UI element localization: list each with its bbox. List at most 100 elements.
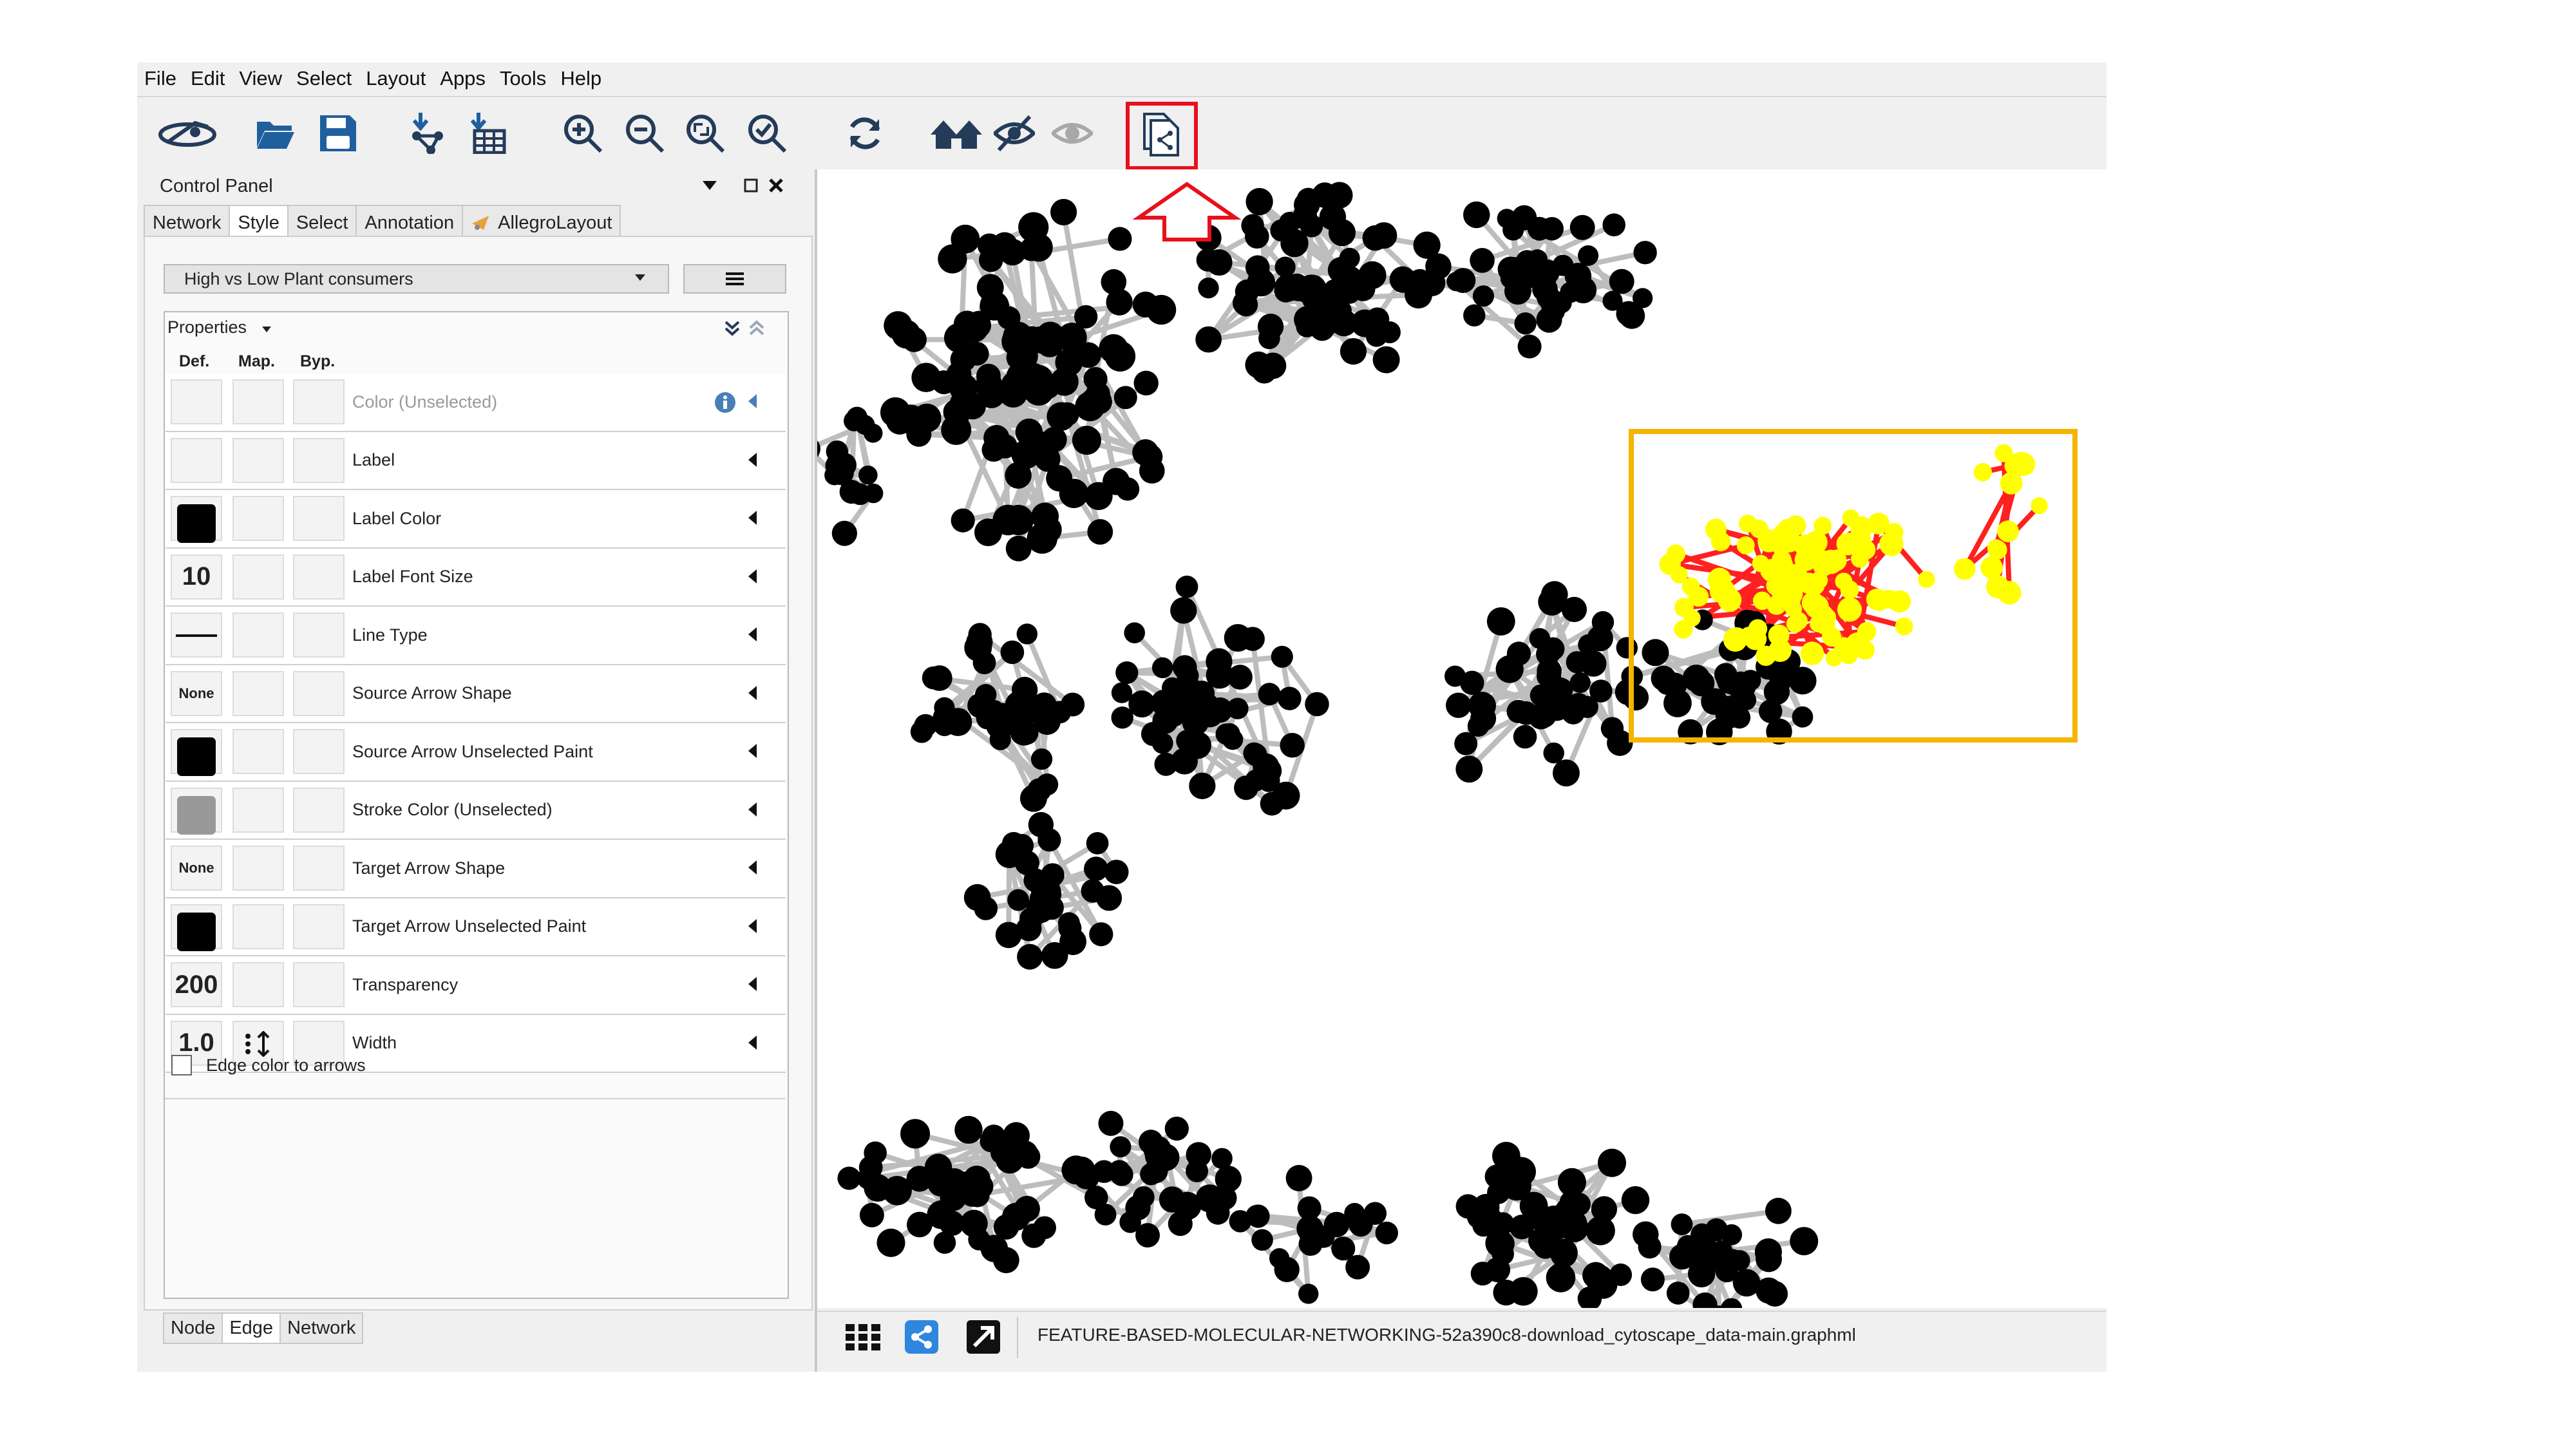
default-cell[interactable] xyxy=(171,904,222,951)
expand-row-icon[interactable] xyxy=(748,511,757,525)
default-cell[interactable] xyxy=(171,612,222,658)
property-row[interactable]: 10 Label Font Size xyxy=(166,548,786,607)
network-node[interactable] xyxy=(1229,1209,1252,1233)
expand-row-icon[interactable] xyxy=(748,860,757,875)
network-node[interactable] xyxy=(1756,1245,1782,1273)
mapping-cell[interactable] xyxy=(232,437,284,483)
network-node[interactable] xyxy=(1454,732,1478,755)
network-node[interactable] xyxy=(1569,214,1595,240)
network-node[interactable] xyxy=(864,1141,887,1165)
network-node[interactable] xyxy=(1280,733,1305,758)
menu-help[interactable]: Help xyxy=(560,67,602,90)
info-icon[interactable] xyxy=(714,392,736,413)
network-node[interactable] xyxy=(884,311,913,340)
network-node[interactable] xyxy=(1609,269,1634,294)
network-node[interactable] xyxy=(1285,1164,1312,1191)
menu-apps[interactable]: Apps xyxy=(440,67,486,90)
network-node[interactable] xyxy=(1557,1168,1586,1197)
network-node[interactable] xyxy=(1003,504,1034,536)
network-node[interactable] xyxy=(1132,291,1159,317)
default-cell[interactable]: None xyxy=(171,846,222,891)
network-node[interactable] xyxy=(1543,742,1564,764)
menu-select[interactable]: Select xyxy=(296,67,352,90)
share-network-icon[interactable] xyxy=(905,1320,938,1354)
network-node[interactable] xyxy=(1602,290,1623,311)
property-row[interactable]: None Source Arrow Shape xyxy=(166,665,786,723)
network-node[interactable] xyxy=(837,1166,861,1190)
network-node[interactable] xyxy=(1154,752,1178,776)
network-node[interactable] xyxy=(1175,575,1198,598)
tab-edge[interactable]: Edge xyxy=(222,1312,281,1344)
network-node[interactable] xyxy=(1111,682,1133,703)
network-node[interactable] xyxy=(1413,231,1441,259)
network-node[interactable] xyxy=(1141,721,1166,746)
network-node[interactable] xyxy=(1017,370,1044,397)
network-node[interactable] xyxy=(1227,665,1253,690)
style-options-button[interactable] xyxy=(683,264,786,294)
network-node[interactable] xyxy=(1783,564,1805,585)
network-node[interactable] xyxy=(1110,1136,1132,1158)
network-node[interactable] xyxy=(1326,182,1353,209)
network-node[interactable] xyxy=(1514,312,1537,335)
open-folder-icon[interactable] xyxy=(254,113,296,154)
default-cell[interactable]: 200 xyxy=(171,962,222,1007)
network-node[interactable] xyxy=(1591,611,1615,634)
network-node[interactable] xyxy=(946,361,972,387)
zoom-fit-icon[interactable] xyxy=(685,113,726,154)
tab-network[interactable]: Network xyxy=(144,205,231,240)
menu-tools[interactable]: Tools xyxy=(499,67,547,90)
network-node[interactable] xyxy=(1086,832,1109,855)
network-node[interactable] xyxy=(1215,1166,1242,1193)
network-node[interactable] xyxy=(1189,680,1215,706)
network-edge[interactable] xyxy=(978,632,1075,707)
network-node[interactable] xyxy=(1245,224,1269,249)
network-canvas[interactable] xyxy=(817,169,2107,1308)
network-node[interactable] xyxy=(1822,627,1842,647)
network-node[interactable] xyxy=(1973,463,1993,482)
network-node[interactable] xyxy=(1363,1202,1387,1225)
mapping-cell[interactable] xyxy=(232,904,284,949)
network-node[interactable] xyxy=(1164,1116,1189,1141)
default-cell[interactable]: 10 xyxy=(171,554,222,600)
network-node[interactable] xyxy=(1536,663,1562,688)
network-node[interactable] xyxy=(1189,772,1216,799)
network-node[interactable] xyxy=(1000,640,1025,665)
network-node[interactable] xyxy=(900,1119,931,1149)
network-node[interactable] xyxy=(1445,692,1472,718)
bypass-cell[interactable] xyxy=(293,437,345,483)
network-node[interactable] xyxy=(1578,245,1599,266)
network-node[interactable] xyxy=(1001,1202,1030,1231)
network-node[interactable] xyxy=(1224,623,1252,652)
default-color-swatch[interactable] xyxy=(177,912,216,951)
network-node[interactable] xyxy=(1296,187,1320,211)
tab-select[interactable]: Select xyxy=(287,205,357,240)
network-node[interactable] xyxy=(2031,497,2048,515)
network-node[interactable] xyxy=(849,483,871,506)
export-network-icon[interactable] xyxy=(1138,110,1184,156)
default-cell[interactable] xyxy=(171,379,222,424)
network-node[interactable] xyxy=(1261,355,1285,379)
network-node[interactable] xyxy=(1621,1186,1650,1215)
network-node[interactable] xyxy=(1771,550,1792,571)
property-row[interactable]: Stroke Color (Unselected) xyxy=(166,781,786,840)
network-node[interactable] xyxy=(1580,650,1607,677)
network-node[interactable] xyxy=(1030,748,1053,770)
network-node[interactable] xyxy=(1222,729,1244,750)
network-node[interactable] xyxy=(1298,1283,1319,1304)
network-edge[interactable] xyxy=(1046,838,1104,936)
network-edge[interactable] xyxy=(1454,279,1531,349)
network-node[interactable] xyxy=(876,1228,905,1257)
network-node[interactable] xyxy=(1016,623,1038,645)
network-node[interactable] xyxy=(831,520,857,546)
network-node[interactable] xyxy=(1007,889,1030,911)
mapping-cell[interactable] xyxy=(232,729,284,774)
network-node[interactable] xyxy=(1810,549,1832,572)
network-node[interactable] xyxy=(1016,916,1042,942)
network-node[interactable] xyxy=(1589,1271,1618,1299)
network-node[interactable] xyxy=(954,1115,983,1144)
expand-row-icon[interactable] xyxy=(748,569,757,583)
network-node[interactable] xyxy=(1297,1196,1321,1220)
network-node[interactable] xyxy=(1705,1245,1732,1273)
network-node[interactable] xyxy=(1470,705,1497,732)
network-node[interactable] xyxy=(1518,338,1538,358)
